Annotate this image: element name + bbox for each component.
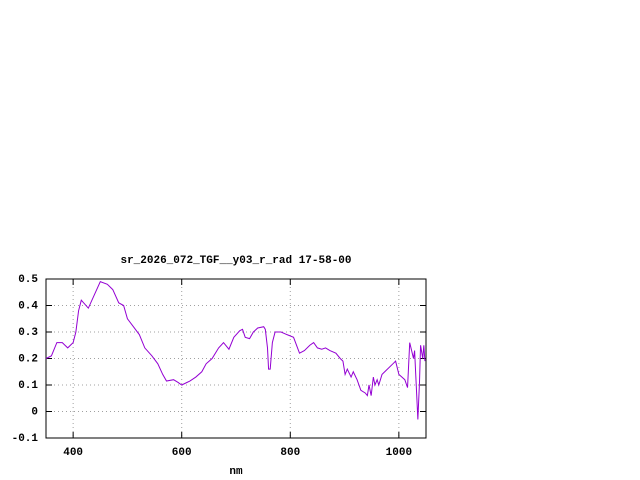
y-tick-label: 0.5 [18,274,38,286]
y-tick-label: 0 [31,406,38,418]
chart-title: sr_2026_072_TGF__y03_r_rad 17-58-00 [120,255,351,267]
y-tick-label: 0.3 [18,327,38,339]
y-tick-label: 0.1 [18,380,38,392]
y-tick-label: -0.1 [12,433,39,445]
data-line [45,281,426,420]
x-tick-label: 400 [63,447,83,459]
x-axis-label: nm [229,466,243,478]
y-tick-label: 0.4 [18,300,38,312]
x-tick-label: 1000 [386,447,412,459]
x-tick-label: 800 [280,447,300,459]
x-tick-label: 600 [172,447,192,459]
y-tick-label: 0.2 [18,353,38,365]
